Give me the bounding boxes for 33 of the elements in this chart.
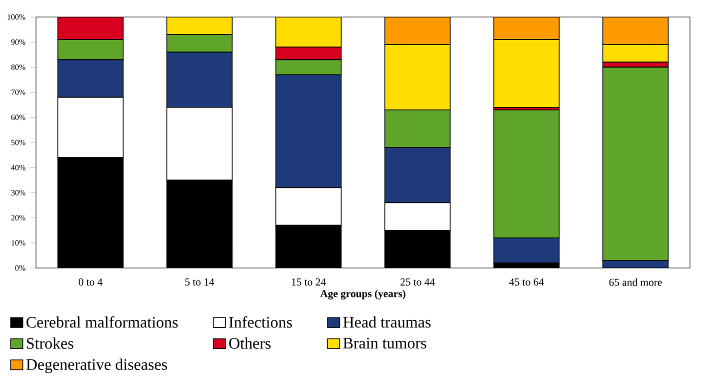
legend-label: Degenerative diseases bbox=[26, 358, 168, 374]
bar bbox=[275, 59, 342, 76]
bar bbox=[57, 59, 124, 98]
y-tick-label: 20% bbox=[11, 215, 26, 221]
y-tick-label: 60% bbox=[11, 114, 26, 120]
bar bbox=[166, 52, 233, 108]
x-tick-label: 15 to 24 bbox=[292, 278, 326, 286]
y-tick-label: 80% bbox=[11, 64, 26, 70]
legend-label: Brain tumors bbox=[343, 338, 426, 349]
bar bbox=[275, 46, 342, 60]
legend-label: Head traumas bbox=[343, 316, 431, 328]
bar bbox=[57, 17, 124, 40]
y-tick-label: 100% bbox=[8, 14, 26, 20]
x-tick-label: 45 to 64 bbox=[509, 278, 544, 286]
y-tick-label: 40% bbox=[11, 164, 26, 170]
x-tick-label: 0 to 4 bbox=[78, 278, 102, 286]
y-tick-label: 90% bbox=[11, 39, 26, 45]
legend-label: Infections bbox=[229, 316, 292, 328]
bar bbox=[384, 147, 451, 204]
y-tick-label: 50% bbox=[11, 140, 26, 146]
x-tick-label: 65 and more bbox=[609, 278, 662, 286]
bar bbox=[493, 237, 560, 264]
legend-label: Others bbox=[229, 338, 271, 349]
y-tick-label: 70% bbox=[11, 90, 26, 96]
bar bbox=[275, 74, 342, 188]
legend-label: Cerebral malformations bbox=[26, 316, 178, 328]
x-axis-title: Age groups (years) bbox=[320, 290, 406, 300]
y-tick-label: 10% bbox=[12, 240, 26, 246]
y-tick-label: 0% bbox=[15, 265, 26, 271]
x-tick-label: 25 to 44 bbox=[400, 278, 435, 286]
legend-label: Strokes bbox=[26, 338, 74, 349]
x-tick-label: 5 to 14 bbox=[185, 278, 214, 286]
y-tick-label: 30% bbox=[11, 190, 26, 196]
